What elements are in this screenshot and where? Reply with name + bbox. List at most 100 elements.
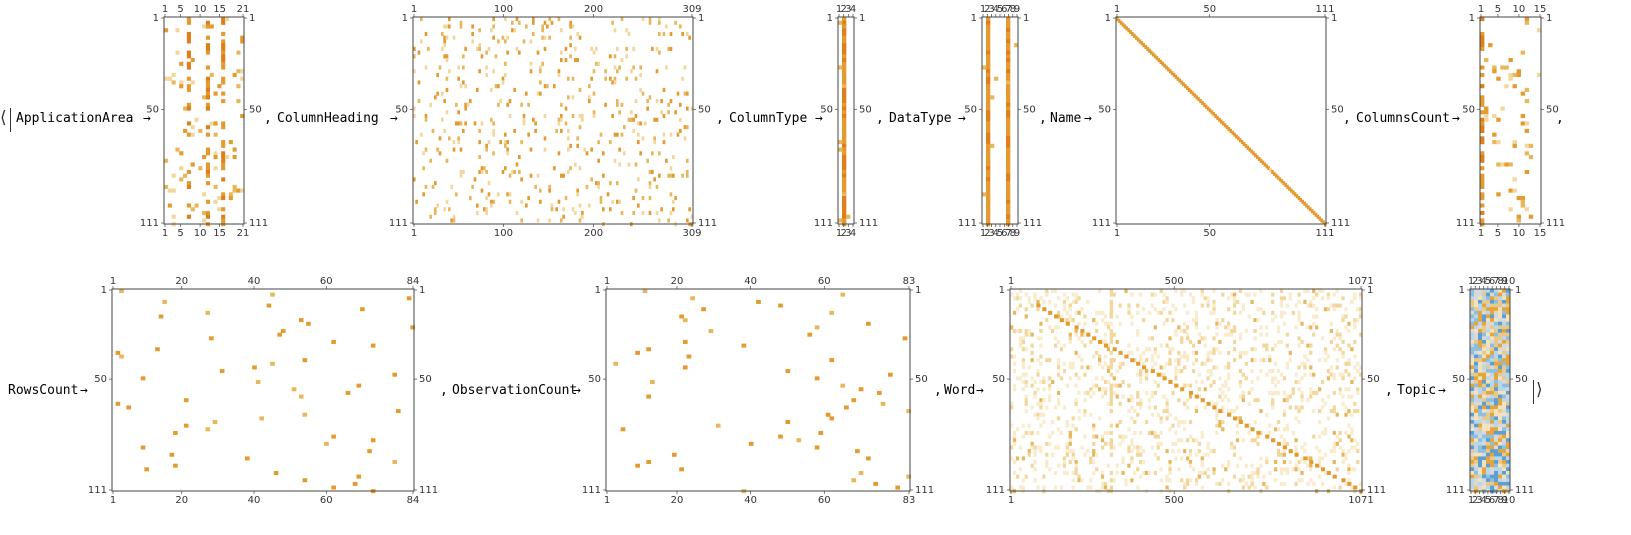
matrix-cell [478, 43, 481, 48]
matrix-cell [560, 102, 563, 107]
matrix-cell [1498, 318, 1503, 323]
matrix-cell [1490, 376, 1495, 381]
matrix-cell [1048, 441, 1052, 446]
matrix-cell [1027, 452, 1031, 457]
matrix-cell [1490, 365, 1495, 370]
matrix-cell [1095, 452, 1099, 457]
matrix-cell [175, 28, 180, 33]
matrix-cell [842, 196, 847, 201]
matrix-cell [1218, 376, 1222, 381]
matrix-cell [221, 99, 226, 104]
matrix-cell [1285, 470, 1289, 475]
matrix-cell [574, 58, 577, 63]
matrix-cell [1168, 379, 1173, 384]
matrix-cell [632, 117, 635, 122]
matrix-cell [534, 121, 537, 126]
matrix-cell [1494, 470, 1499, 475]
matrix-cell [1100, 434, 1105, 439]
matrix-cell [1294, 325, 1298, 330]
matrix-cell [1036, 358, 1040, 363]
matrix-cell [1269, 168, 1272, 173]
matrix-cell [492, 121, 495, 126]
matrix-cell [532, 31, 535, 37]
matrix-cell [1478, 310, 1483, 315]
matrix-cell [1512, 177, 1517, 182]
matrix-cell [1231, 130, 1234, 135]
matrix-cell [1482, 358, 1487, 363]
matrix-cell [1068, 332, 1072, 337]
matrix-cell [1474, 329, 1479, 334]
matrix-cell [1300, 470, 1304, 475]
matrix-cell [205, 310, 211, 315]
matrix-cell [1153, 452, 1157, 457]
matrix-frame [111, 288, 415, 492]
matrix-cell [1150, 445, 1155, 450]
matrix-cell [1051, 329, 1055, 334]
matrix-cell [1177, 438, 1181, 443]
matrix-cell [1215, 325, 1219, 330]
matrix-cell [599, 196, 603, 201]
matrix-cell [1486, 412, 1491, 417]
matrix-cell [1286, 184, 1289, 189]
matrix-cell [1136, 401, 1140, 406]
matrix-cell [1139, 358, 1143, 363]
matrix-cell [1478, 485, 1483, 490]
matrix-cell [829, 358, 835, 363]
matrix-cell [1056, 372, 1061, 377]
matrix-cell [1188, 478, 1193, 483]
matrix-cell [1494, 361, 1499, 366]
separator-comma: , [934, 383, 942, 398]
matrix-cell [1227, 412, 1232, 417]
matrix-cell [1274, 383, 1278, 388]
matrix-cell [1482, 401, 1487, 406]
matrix-cell [1482, 445, 1487, 450]
separator-comma: , [1556, 111, 1564, 126]
matrix-cell [1303, 365, 1307, 370]
matrix-cell [1482, 343, 1487, 348]
matrix-cell [1123, 24, 1127, 29]
matrix-cell [525, 203, 528, 208]
matrix-cell [1109, 387, 1113, 392]
matrix-cell [1486, 452, 1491, 457]
separator-comma: , [1385, 383, 1393, 398]
matrix-cell [438, 65, 442, 70]
matrix-cell [1326, 369, 1331, 374]
matrix-cell [667, 173, 670, 178]
matrix-cell [1194, 481, 1199, 486]
matrix-cell [298, 394, 304, 399]
matrix-cell [1341, 318, 1345, 323]
matrix-cell [630, 69, 633, 74]
matrix-cell [1494, 354, 1499, 359]
matrix-tick-label: 111 [1515, 485, 1534, 496]
matrix-cell [1227, 460, 1231, 465]
matrix-cell [543, 136, 547, 141]
matrix-cell [1271, 347, 1275, 352]
matrix-cell [1012, 460, 1017, 465]
matrix-cell [497, 102, 500, 107]
matrix-cell [1356, 369, 1360, 374]
matrix-cell [1247, 430, 1251, 435]
matrix-cell [1227, 296, 1231, 301]
matrix-cell [1103, 332, 1108, 337]
matrix-cell [1162, 321, 1166, 326]
matrix-cell [1482, 430, 1487, 435]
matrix-cell [796, 438, 802, 443]
matrix-cell [592, 69, 596, 74]
matrix-cell [1478, 303, 1483, 308]
matrix-cell [205, 95, 211, 100]
matrix-tick-label: 3 [988, 4, 994, 15]
matrix-cell [1230, 332, 1234, 337]
matrix-cell [1151, 52, 1155, 57]
matrix-cell [1230, 292, 1234, 297]
matrix-cell [504, 132, 507, 137]
matrix-cell [1039, 321, 1043, 326]
matrix-cell [448, 17, 451, 22]
matrix-cell [443, 39, 446, 44]
matrix-cell [1171, 303, 1175, 308]
matrix-cell [504, 39, 507, 44]
matrix-cell [1506, 416, 1511, 421]
matrix-cell [520, 218, 523, 223]
matrix-cell [1494, 318, 1499, 323]
matrix-cell [534, 184, 537, 189]
